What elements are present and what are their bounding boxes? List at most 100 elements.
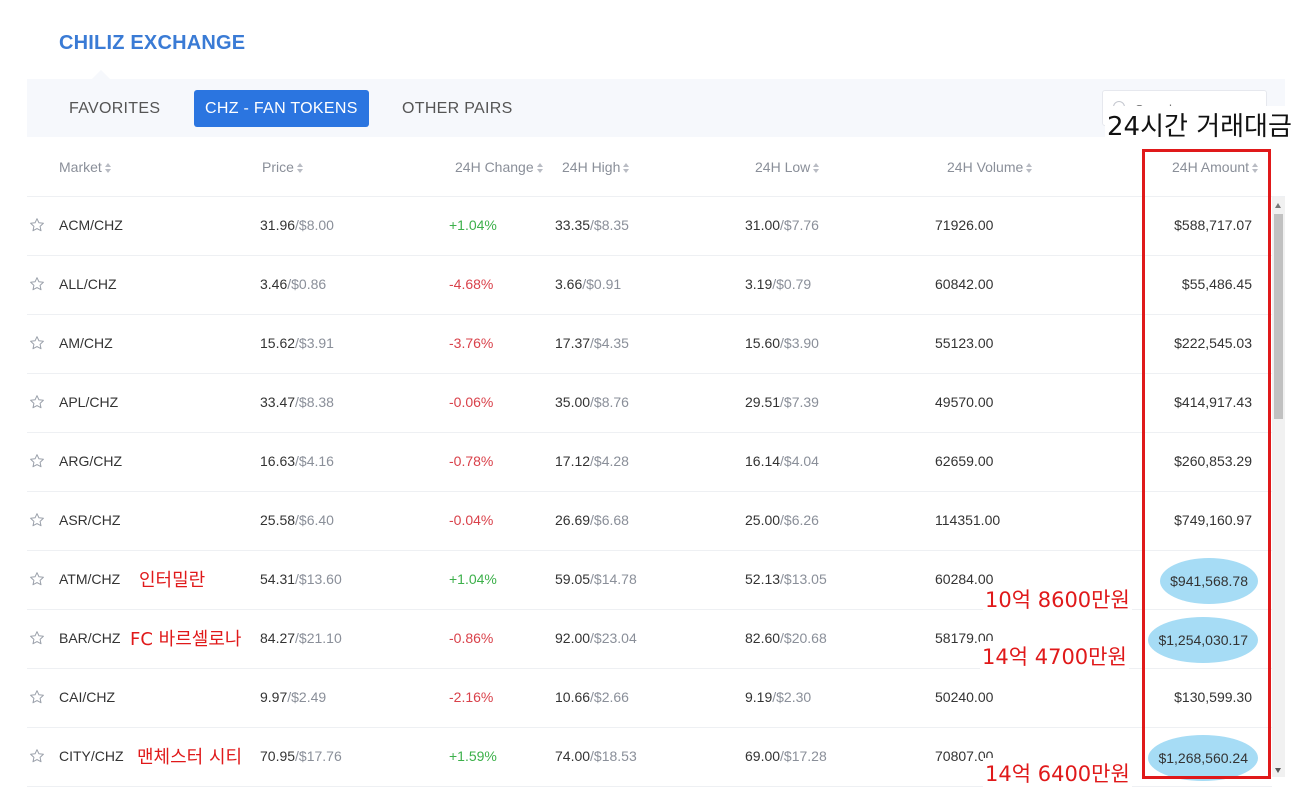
high-cell: 59.05/$14.78 — [555, 571, 637, 587]
volume-cell: 58179.00 — [935, 630, 994, 646]
amount-cell: $749,160.97 — [1174, 512, 1252, 528]
table-row[interactable]: ALL/CHZ 3.46/$0.86 -4.68% 3.66/$0.91 3.19/$0… — [27, 256, 1272, 315]
volume-cell: 71926.00 — [935, 217, 994, 233]
table-row[interactable]: ATM/CHZ 인터밀란 54.31/$13.60 +1.04% 59.05/$14.7… — [27, 551, 1272, 610]
change-cell: -2.16% — [449, 689, 494, 705]
column-24h-change[interactable]: 24H Change — [455, 159, 543, 175]
annotation-amount-atm: 10억 8600만원 — [983, 584, 1132, 614]
low-cell: 9.19/$2.30 — [745, 689, 812, 705]
low-cell: 31.00/$7.76 — [745, 217, 819, 233]
change-cell: +1.04% — [449, 571, 497, 587]
team-annotation: 맨체스터 시티 — [137, 747, 243, 768]
scrollbar-thumb[interactable] — [1274, 214, 1283, 419]
high-cell: 3.66/$0.91 — [555, 276, 622, 292]
column-24h-high[interactable]: 24H High — [562, 159, 630, 175]
market-pair[interactable]: CAI/CHZ — [59, 689, 115, 705]
change-cell: -3.76% — [449, 335, 494, 351]
sort-icon — [536, 163, 543, 173]
high-cell: 33.35/$8.35 — [555, 217, 629, 233]
market-pair[interactable]: AM/CHZ — [59, 335, 113, 351]
sort-icon — [1026, 163, 1033, 173]
favorite-star-icon[interactable] — [29, 335, 45, 351]
table-row[interactable]: ACM/CHZ 31.96/$8.00 +1.04% 33.35/$8.35 31.00… — [27, 197, 1272, 256]
change-cell: -0.04% — [449, 512, 494, 528]
table-row[interactable]: APL/CHZ 33.47/$8.38 -0.06% 35.00/$8.76 29.51… — [27, 374, 1272, 433]
column-24h-amount[interactable]: 24H Amount — [1172, 159, 1259, 175]
table-row[interactable]: AM/CHZ 15.62/$3.91 -3.76% 17.37/$4.35 15.60/… — [27, 315, 1272, 374]
annotation-amount-city: 14억 6400만원 — [983, 758, 1132, 788]
market-pair[interactable]: CITY/CHZ — [59, 748, 124, 764]
price-cell: 70.95/$17.76 — [260, 748, 342, 764]
low-cell: 69.00/$17.28 — [745, 748, 827, 764]
team-annotation: FC 바르셀로나 — [130, 629, 242, 650]
change-cell: +1.04% — [449, 217, 497, 233]
amount-cell: $260,853.29 — [1174, 453, 1252, 469]
volume-cell: 50240.00 — [935, 689, 994, 705]
price-cell: 15.62/$3.91 — [260, 335, 334, 351]
amount-cell: $55,486.45 — [1181, 276, 1252, 292]
table-row[interactable]: CAI/CHZ 9.97/$2.49 -2.16% 10.66/$2.66 9.19/$… — [27, 669, 1272, 728]
change-cell: -0.06% — [449, 394, 494, 410]
market-pair[interactable]: ASR/CHZ — [59, 512, 121, 528]
market-pair[interactable]: ATM/CHZ — [59, 571, 121, 587]
annotation-title: 24시간 거래대금 — [1105, 106, 1294, 143]
price-cell: 54.31/$13.60 — [260, 571, 342, 587]
price-cell: 31.96/$8.00 — [260, 217, 334, 233]
market-pair[interactable]: ARG/CHZ — [59, 453, 122, 469]
low-cell: 82.60/$20.68 — [745, 630, 827, 646]
low-cell: 25.00/$6.26 — [745, 512, 819, 528]
low-cell: 52.13/$13.05 — [745, 571, 827, 587]
favorite-star-icon[interactable] — [29, 217, 45, 233]
team-annotation: 인터밀란 — [139, 570, 206, 591]
market-pair[interactable]: BAR/CHZ — [59, 630, 121, 646]
table-row[interactable]: BAR/CHZ FC 바르셀로나 84.27/$21.10 -0.86% 92.00/$… — [27, 610, 1272, 669]
market-pair[interactable]: ALL/CHZ — [59, 276, 117, 292]
scrollbar[interactable] — [1272, 197, 1285, 777]
column-price[interactable]: Price — [262, 159, 303, 175]
volume-cell: 49570.00 — [935, 394, 994, 410]
scroll-up-icon[interactable] — [1275, 203, 1281, 208]
favorite-star-icon[interactable] — [29, 512, 45, 528]
high-cell: 35.00/$8.76 — [555, 394, 629, 410]
amount-cell: $130,599.30 — [1174, 689, 1252, 705]
low-cell: 29.51/$7.39 — [745, 394, 819, 410]
favorite-star-icon[interactable] — [29, 394, 45, 410]
price-cell: 3.46/$0.86 — [260, 276, 327, 292]
low-cell: 16.14/$4.04 — [745, 453, 819, 469]
tab-chz-fan-tokens[interactable]: CHZ - FAN TOKENS — [194, 90, 369, 127]
volume-cell: 60842.00 — [935, 276, 994, 292]
scroll-down-icon[interactable] — [1275, 768, 1281, 773]
change-cell: -0.86% — [449, 630, 494, 646]
market-tabs: FAVORITES CHZ - FAN TOKENS OTHER PAIRS — [27, 79, 1285, 137]
market-pair[interactable]: ACM/CHZ — [59, 217, 123, 233]
high-cell: 74.00/$18.53 — [555, 748, 637, 764]
favorite-star-icon[interactable] — [29, 748, 45, 764]
favorite-star-icon[interactable] — [29, 453, 45, 469]
table-row[interactable]: CITY/CHZ 맨체스터 시티 70.95/$17.76 +1.59% 74.00/$… — [27, 728, 1272, 787]
low-cell: 3.19/$0.79 — [745, 276, 812, 292]
sort-icon — [296, 163, 303, 173]
sort-icon — [813, 163, 820, 173]
amount-cell: $222,545.03 — [1174, 335, 1252, 351]
amount-cell: $414,917.43 — [1174, 394, 1252, 410]
favorite-star-icon[interactable] — [29, 689, 45, 705]
table-row[interactable]: ARG/CHZ 16.63/$4.16 -0.78% 17.12/$4.28 16.14… — [27, 433, 1272, 492]
table-row[interactable]: ASR/CHZ 25.58/$6.40 -0.04% 26.69/$6.68 25.00… — [27, 492, 1272, 551]
low-cell: 15.60/$3.90 — [745, 335, 819, 351]
favorite-star-icon[interactable] — [29, 571, 45, 587]
price-cell: 16.63/$4.16 — [260, 453, 334, 469]
tab-favorites[interactable]: FAVORITES — [69, 100, 161, 117]
column-24h-volume[interactable]: 24H Volume — [947, 159, 1033, 175]
high-cell: 17.12/$4.28 — [555, 453, 629, 469]
favorite-star-icon[interactable] — [29, 276, 45, 292]
column-market[interactable]: Market — [59, 159, 111, 175]
change-cell: -4.68% — [449, 276, 494, 292]
change-cell: -0.78% — [449, 453, 494, 469]
favorite-star-icon[interactable] — [29, 630, 45, 646]
volume-cell: 70807.00 — [935, 748, 994, 764]
amount-cell: $1,268,560.24 — [1148, 735, 1258, 781]
tab-other-pairs[interactable]: OTHER PAIRS — [402, 100, 513, 117]
market-pair[interactable]: APL/CHZ — [59, 394, 119, 410]
table-header: Market Price 24H Change 24H High 24H Low… — [27, 137, 1285, 197]
column-24h-low[interactable]: 24H Low — [755, 159, 820, 175]
